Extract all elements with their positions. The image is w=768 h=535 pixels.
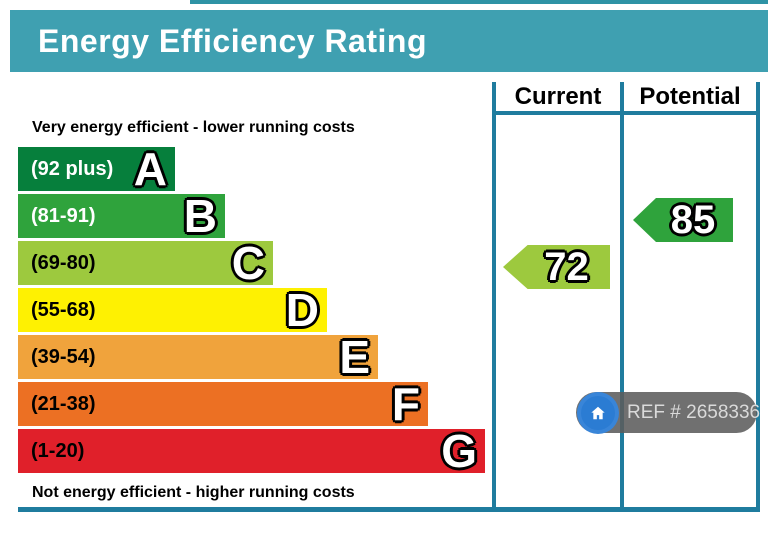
table-header-underline <box>492 111 760 115</box>
band-letter: D <box>285 284 319 336</box>
band-row-c: (69-80) C <box>18 237 273 289</box>
table-border-left <box>492 82 496 512</box>
ref-watermark: REF # 2658336 <box>576 391 761 434</box>
potential-rating-value: 85 <box>670 197 716 242</box>
band-letter: B <box>183 190 217 242</box>
column-header-potential: Potential <box>639 83 741 110</box>
table-border-bottom <box>18 507 760 512</box>
current-rating-value: 72 <box>544 244 589 289</box>
band-row-f: (21-38) F <box>18 378 428 430</box>
band-letter: G <box>441 425 477 477</box>
band-range-label: (81-91) <box>31 204 96 227</box>
band-range-label: (21-38) <box>31 392 96 415</box>
page-title: Energy Efficiency Rating <box>38 22 427 59</box>
band-row-d: (55-68) D <box>18 284 327 336</box>
note-very-efficient: Very energy efficient - lower running co… <box>32 119 355 136</box>
table-border-middle <box>620 82 624 512</box>
table-border-right <box>756 82 760 512</box>
band-range-label: (39-54) <box>31 345 96 368</box>
band-letter: E <box>339 331 370 383</box>
band-range-label: (69-80) <box>31 251 96 274</box>
column-header-current: Current <box>514 83 602 110</box>
house-icon <box>577 391 619 434</box>
top-edge-strip <box>190 0 768 4</box>
band-letter: F <box>391 378 420 430</box>
band-row-a: (92 plus) A <box>18 143 175 195</box>
band-range-label: (55-68) <box>31 298 96 321</box>
band-range-label: (1-20) <box>31 439 85 462</box>
title-bar: Energy Efficiency Rating <box>10 10 768 72</box>
band-row-b: (81-91) B <box>18 190 225 242</box>
band-row-g: (1-20) G <box>18 425 485 477</box>
band-row-e: (39-54) E <box>18 331 378 383</box>
band-range-label: (92 plus) <box>31 157 114 180</box>
potential-rating-arrow: 85 <box>633 198 733 242</box>
ref-number: REF # 2658336 <box>627 401 761 423</box>
band-letter: C <box>231 237 265 289</box>
band-letter: A <box>133 143 167 195</box>
note-not-efficient: Not energy efficient - higher running co… <box>32 484 355 501</box>
current-rating-arrow: 72 <box>503 245 610 289</box>
